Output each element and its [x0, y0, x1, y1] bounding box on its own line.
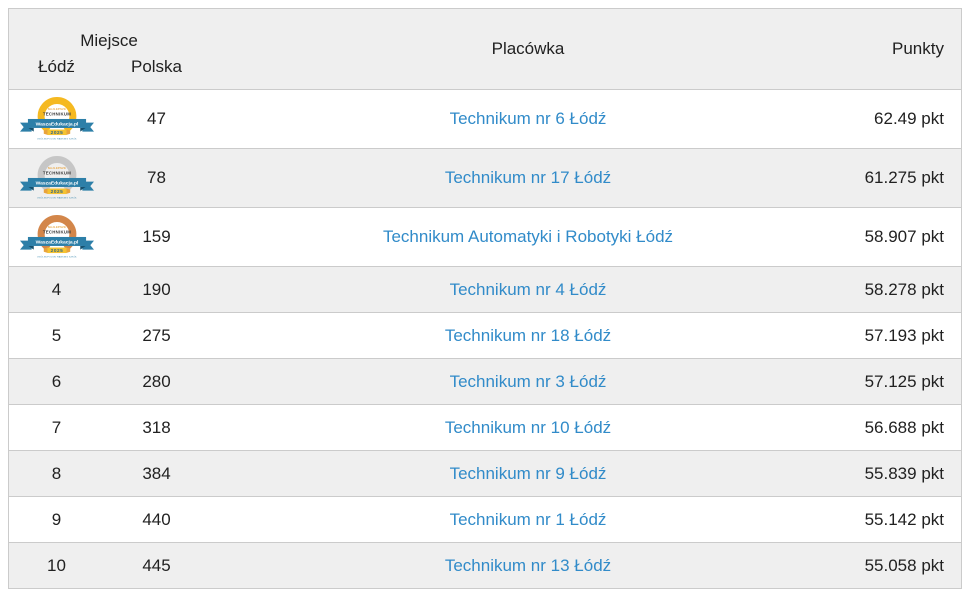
lodz-place: 8 — [51, 463, 62, 483]
table-row: NAJLEPSZE TECHNIKUM WaszaEdukacja.pl 202… — [9, 207, 961, 266]
lodz-place: 5 — [51, 325, 62, 345]
ranking-table: Miejsce Łódź Polska Placówka Punkty NAJL… — [8, 8, 962, 589]
table-row: 4 190 Technikum nr 4 Łódź 58.278 pkt — [9, 266, 961, 312]
school-link[interactable]: Technikum nr 17 Łódź — [444, 168, 612, 187]
badge-line2: TECHNIKUM — [42, 111, 70, 116]
badge-ribbon-text: WaszaEdukacja.pl — [35, 121, 78, 127]
punkty-value: 57.125 pkt — [864, 371, 944, 391]
badge-year: 2025 — [50, 129, 63, 135]
punkty-value: 58.278 pkt — [864, 279, 944, 299]
table-row: 6 280 Technikum nr 3 Łódź 57.125 pkt — [9, 358, 961, 404]
badge-line1: NAJLEPSZE — [47, 224, 65, 228]
header-lodz: Łódź — [38, 57, 75, 76]
school-link[interactable]: Technikum nr 4 Łódź — [449, 279, 607, 299]
badge-line1: NAJLEPSZE — [47, 165, 65, 169]
badge-year: 2025 — [50, 188, 63, 194]
placowka-cell: Technikum Automatyki i Robotyki Łódź — [209, 227, 847, 247]
lodz-place: 6 — [51, 371, 62, 391]
school-link[interactable]: Technikum nr 10 Łódź — [444, 417, 612, 437]
header-polska: Polska — [130, 57, 183, 76]
header-miejsce-group: Miejsce Łódź Polska — [9, 9, 209, 89]
table-row: 5 275 Technikum nr 18 Łódź 57.193 pkt — [9, 312, 961, 358]
badge-ribbon-text: WaszaEdukacja.pl — [35, 180, 78, 186]
lodz-place: 9 — [51, 509, 62, 529]
table-row: NAJLEPSZE TECHNIKUM WaszaEdukacja.pl 202… — [9, 89, 961, 148]
school-link[interactable]: Technikum nr 6 Łódź — [449, 109, 607, 128]
badge-ribbon-text: WaszaEdukacja.pl — [35, 239, 78, 245]
punkty-value: 57.193 pkt — [864, 325, 944, 345]
lodz-place-cell: NAJLEPSZE TECHNIKUM WaszaEdukacja.pl 202… — [9, 96, 104, 143]
school-link[interactable]: Technikum nr 9 Łódź — [449, 463, 607, 483]
lodz-place: 10 — [47, 555, 66, 575]
punkty-value: 56.688 pkt — [864, 417, 944, 437]
punkty-value: 62.49 pkt — [874, 109, 944, 128]
badge-line1: NAJLEPSZE — [47, 106, 65, 110]
polska-place: 47 — [147, 109, 166, 128]
school-link[interactable]: Technikum Automatyki i Robotyki Łódź — [382, 227, 674, 246]
polska-place: 280 — [142, 371, 171, 391]
polska-place: 384 — [142, 463, 171, 483]
school-link[interactable]: Technikum nr 18 Łódź — [444, 325, 612, 345]
punkty-value: 58.907 pkt — [864, 227, 944, 246]
table-row: 10 445 Technikum nr 13 Łódź 55.058 pkt — [9, 542, 961, 588]
table-row: 8 384 Technikum nr 9 Łódź 55.839 pkt — [9, 450, 961, 496]
badge-year: 2025 — [50, 247, 63, 253]
punkty-value: 55.142 pkt — [864, 509, 944, 529]
badge-microtext: OGÓLNOPOLSKI RANKING SZKÓŁ — [36, 196, 77, 199]
table-row: NAJLEPSZE TECHNIKUM WaszaEdukacja.pl 202… — [9, 148, 961, 207]
table-row: 7 318 Technikum nr 10 Łódź 56.688 pkt — [9, 404, 961, 450]
polska-place: 440 — [142, 509, 171, 529]
lodz-place: 7 — [51, 417, 62, 437]
polska-place: 190 — [142, 279, 171, 299]
polska-place: 318 — [142, 417, 171, 437]
lodz-place-cell: NAJLEPSZE TECHNIKUM WaszaEdukacja.pl 202… — [9, 214, 104, 261]
badge-microtext: OGÓLNOPOLSKI RANKING SZKÓŁ — [36, 137, 77, 140]
placowka-cell: Technikum nr 13 Łódź — [209, 556, 847, 576]
table-header: Miejsce Łódź Polska Placówka Punkty — [9, 9, 961, 89]
lodz-place-cell: NAJLEPSZE TECHNIKUM WaszaEdukacja.pl 202… — [9, 155, 104, 202]
school-link[interactable]: Technikum nr 13 Łódź — [444, 555, 612, 575]
header-placowka: Placówka — [491, 39, 565, 58]
polska-place: 78 — [147, 168, 166, 187]
polska-place: 445 — [142, 555, 171, 575]
punkty-value: 55.058 pkt — [864, 555, 944, 575]
header-punkty: Punkty — [892, 39, 944, 58]
punkty-value: 55.839 pkt — [864, 463, 944, 483]
placowka-cell: Technikum nr 1 Łódź — [209, 510, 847, 530]
badge-line2: TECHNIKUM — [42, 170, 70, 175]
school-link[interactable]: Technikum nr 3 Łódź — [449, 371, 607, 391]
badge-line2: TECHNIKUM — [42, 229, 70, 234]
placowka-cell: Technikum nr 3 Łódź — [209, 372, 847, 392]
placowka-cell: Technikum nr 6 Łódź — [209, 109, 847, 129]
polska-place: 275 — [142, 325, 171, 345]
lodz-place: 4 — [51, 279, 62, 299]
gold-medal-badge: NAJLEPSZE TECHNIKUM WaszaEdukacja.pl 202… — [19, 96, 94, 140]
placowka-cell: Technikum nr 9 Łódź — [209, 464, 847, 484]
placowka-cell: Technikum nr 4 Łódź — [209, 280, 847, 300]
placowka-cell: Technikum nr 17 Łódź — [209, 168, 847, 188]
placowka-cell: Technikum nr 18 Łódź — [209, 326, 847, 346]
bronze-medal-badge: NAJLEPSZE TECHNIKUM WaszaEdukacja.pl 202… — [19, 214, 94, 258]
placowka-cell: Technikum nr 10 Łódź — [209, 418, 847, 438]
badge-microtext: OGÓLNOPOLSKI RANKING SZKÓŁ — [36, 255, 77, 258]
silver-medal-badge: NAJLEPSZE TECHNIKUM WaszaEdukacja.pl 202… — [19, 155, 94, 199]
table-row: 9 440 Technikum nr 1 Łódź 55.142 pkt — [9, 496, 961, 542]
polska-place: 159 — [142, 227, 171, 246]
header-miejsce: Miejsce — [80, 31, 138, 50]
punkty-value: 61.275 pkt — [864, 168, 944, 187]
school-link[interactable]: Technikum nr 1 Łódź — [449, 509, 607, 529]
